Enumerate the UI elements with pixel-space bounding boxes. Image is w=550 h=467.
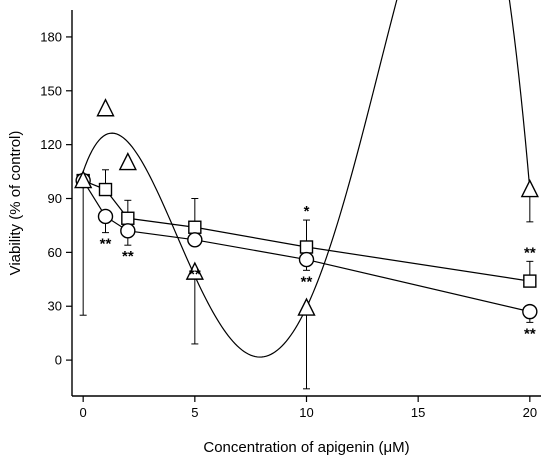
- significance-markers: *************: [100, 203, 536, 342]
- significance-label: **: [524, 325, 536, 342]
- triangle-marker: [297, 297, 316, 316]
- y-tick-label: 60: [48, 245, 62, 260]
- y-tick-label: 150: [40, 83, 62, 98]
- x-tick-label: 0: [80, 405, 87, 420]
- triangle-marker: [96, 98, 115, 117]
- x-tick-label: 10: [299, 405, 313, 420]
- data-markers: [74, 98, 539, 320]
- circle-marker: [522, 303, 538, 320]
- significance-label: **: [524, 244, 536, 261]
- square-marker: [299, 240, 314, 254]
- y-tick-label: 0: [55, 353, 62, 368]
- x-tick-label: 5: [191, 405, 198, 420]
- x-axis-label: Concentration of apigenin (μM): [203, 439, 409, 456]
- x-tick-label: 15: [411, 405, 425, 420]
- square-marker: [523, 274, 537, 288]
- circle-marker: [187, 232, 203, 248]
- y-tick-label: 90: [48, 191, 62, 206]
- triangle-marker: [520, 178, 539, 198]
- square-marker: [121, 211, 135, 225]
- triangle-marker: [74, 169, 93, 189]
- x-tick-label: 20: [523, 405, 537, 420]
- triangle-marker: [185, 261, 204, 280]
- significance-label: *: [304, 203, 310, 220]
- y-axis-label: Viability (% of control): [7, 131, 24, 276]
- significance-label: **: [122, 248, 134, 265]
- y-tick-label: 30: [48, 299, 62, 314]
- square-marker: [188, 220, 202, 234]
- circle-marker: [120, 223, 136, 239]
- circle-marker: [97, 208, 114, 225]
- circle-marker: [298, 251, 315, 268]
- significance-label: **: [100, 236, 112, 253]
- square-marker: [98, 182, 113, 197]
- triangle-marker: [118, 152, 137, 171]
- x-ticks: 0 5 10 15 20: [80, 396, 537, 420]
- y-tick-label: 120: [40, 137, 62, 152]
- significance-label: **: [189, 266, 201, 283]
- y-tick-label: 180: [40, 29, 62, 44]
- y-ticks: 0 30 60 90 120 150 180: [40, 29, 72, 368]
- significance-label: **: [301, 273, 313, 290]
